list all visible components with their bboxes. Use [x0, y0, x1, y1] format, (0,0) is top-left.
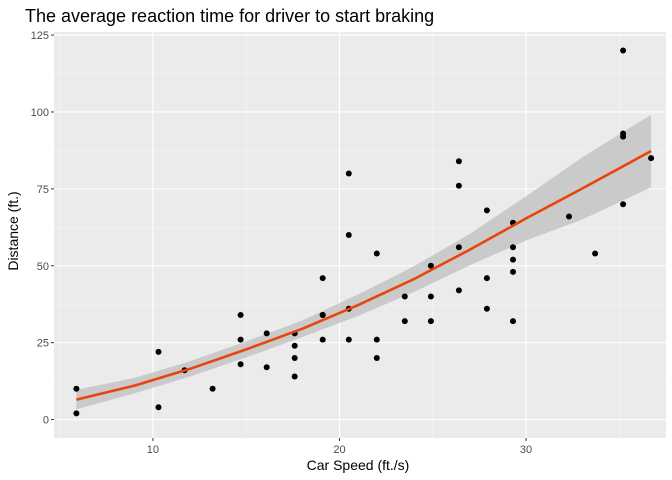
data-point [155, 404, 162, 411]
data-point [510, 244, 516, 251]
data-point [427, 318, 434, 325]
y-tick-label: 75 [37, 184, 49, 196]
data-point [155, 348, 162, 355]
data-point [291, 355, 298, 361]
data-point [427, 262, 434, 269]
x-tick-label: 30 [520, 444, 532, 456]
data-point [373, 355, 380, 361]
y-tick-label: 50 [37, 261, 49, 273]
data-point [401, 318, 408, 325]
data-point [373, 336, 380, 343]
data-point [237, 361, 244, 368]
confidence-band [76, 114, 652, 410]
data-points [73, 47, 655, 417]
plot-panel [54, 32, 666, 438]
data-point [510, 318, 516, 325]
data-point [345, 170, 352, 177]
fit-line [76, 149, 652, 401]
data-point [263, 330, 270, 337]
data-point [237, 312, 244, 318]
y-tick-label: 125 [31, 30, 49, 42]
x-tick-label: 10 [147, 444, 159, 456]
data-point [566, 213, 572, 220]
y-tick-label: 100 [31, 107, 49, 119]
data-point [291, 342, 298, 349]
data-point [510, 268, 516, 275]
data-point [319, 336, 326, 343]
data-point [209, 385, 216, 392]
data-point [455, 182, 462, 189]
data-point [401, 293, 408, 300]
data-point [319, 275, 326, 282]
chart-title: The average reaction time for driver to … [25, 6, 434, 26]
data-point [620, 201, 627, 208]
data-point [291, 373, 298, 380]
data-point [592, 250, 599, 257]
data-point [483, 207, 490, 214]
data-point [73, 410, 80, 417]
data-point [483, 275, 490, 282]
data-point [455, 244, 462, 251]
data-point [620, 47, 627, 54]
data-point [427, 293, 434, 300]
axis-ticks: 10 20 30 0 25 50 75 100 125 [31, 30, 533, 456]
data-point [648, 155, 655, 162]
data-point [345, 232, 352, 238]
x-tick-label: 20 [333, 444, 345, 456]
data-point [73, 385, 80, 392]
major-gridlines [54, 32, 666, 438]
y-tick-label: 0 [43, 415, 49, 427]
data-point [237, 336, 244, 343]
data-point [510, 256, 516, 263]
data-point [345, 336, 352, 343]
data-point [373, 250, 380, 257]
data-point [483, 305, 490, 312]
y-tick-label: 25 [37, 338, 49, 350]
data-point [620, 130, 627, 137]
data-point [455, 287, 462, 294]
x-axis-title: Car Speed (ft./s) [307, 457, 410, 473]
data-point [319, 312, 326, 318]
data-point [455, 158, 462, 165]
data-point [263, 364, 270, 371]
y-axis-title: Distance (ft.) [5, 191, 21, 270]
